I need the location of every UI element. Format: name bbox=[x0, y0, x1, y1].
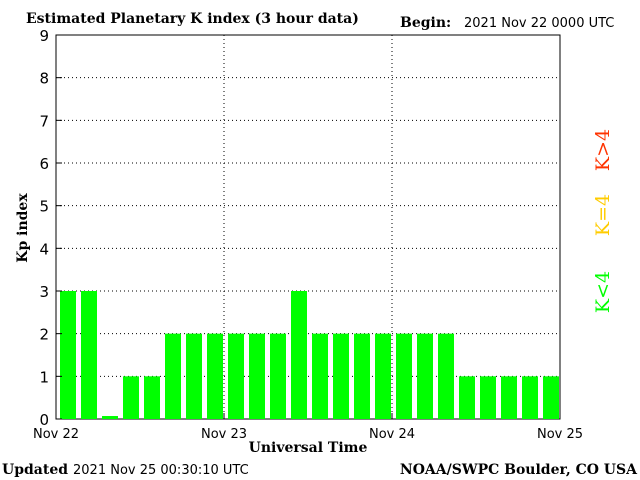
y-tick-label: 7 bbox=[39, 112, 49, 130]
begin-value: 2021 Nov 22 0000 UTC bbox=[464, 16, 614, 31]
y-tick-label: 3 bbox=[39, 283, 49, 301]
x-axis-label: Universal Time bbox=[249, 440, 368, 456]
kp-bar bbox=[207, 333, 223, 419]
y-tick-label: 1 bbox=[39, 368, 49, 386]
x-tick-label: Nov 25 bbox=[537, 427, 583, 442]
updated-label: Updated bbox=[2, 462, 68, 478]
y-tick-label: 2 bbox=[39, 326, 49, 344]
kp-bar bbox=[354, 333, 370, 419]
y-tick-label: 0 bbox=[39, 411, 49, 429]
kp-bar bbox=[438, 333, 454, 419]
x-axis-ticks: Nov 22 Nov 23 Nov 24 Nov 25 bbox=[33, 413, 583, 442]
kp-bar bbox=[123, 376, 139, 419]
y-axis-label: Kp index bbox=[15, 193, 31, 263]
kp-bar bbox=[102, 416, 118, 419]
x-tick-label: Nov 24 bbox=[369, 427, 415, 442]
kp-bar bbox=[144, 376, 160, 419]
plot-frame bbox=[55, 34, 561, 420]
kp-bar bbox=[60, 291, 76, 419]
legend-low: K<4 bbox=[592, 271, 614, 313]
bars bbox=[60, 291, 559, 419]
y-tick-label: 6 bbox=[39, 155, 49, 173]
y-tick-label: 9 bbox=[39, 27, 49, 45]
y-tick-label: 8 bbox=[39, 70, 49, 88]
y-axis-ticks: 0 1 2 3 4 5 6 7 8 9 bbox=[39, 27, 62, 429]
grid-lines bbox=[56, 35, 560, 419]
kp-bar bbox=[270, 333, 286, 419]
updated-value: 2021 Nov 25 00:30:10 UTC bbox=[73, 463, 249, 478]
kp-bar bbox=[312, 333, 328, 419]
kp-bar bbox=[81, 291, 97, 419]
kp-bar bbox=[396, 333, 412, 419]
kp-bar bbox=[522, 376, 538, 419]
kp-bar bbox=[228, 333, 244, 419]
kp-bar bbox=[480, 376, 496, 419]
kp-bar bbox=[375, 333, 391, 419]
kp-bar bbox=[543, 376, 559, 419]
kp-bar bbox=[417, 333, 433, 419]
x-tick-label: Nov 22 bbox=[33, 427, 79, 442]
legend-high: K>4 bbox=[592, 129, 614, 171]
x-tick-label: Nov 23 bbox=[201, 427, 247, 442]
begin-label: Begin: bbox=[400, 15, 451, 31]
kp-bar bbox=[459, 376, 475, 419]
chart-title: Estimated Planetary K index (3 hour data… bbox=[26, 11, 359, 27]
kp-bar bbox=[165, 333, 181, 419]
legend-mid: K=4 bbox=[592, 194, 614, 236]
kp-bar bbox=[291, 291, 307, 419]
kp-bar bbox=[333, 333, 349, 419]
y-tick-label: 4 bbox=[39, 240, 49, 258]
kp-bar bbox=[186, 333, 202, 419]
credit: NOAA/SWPC Boulder, CO USA bbox=[400, 462, 638, 478]
kp-bar bbox=[249, 333, 265, 419]
y-tick-label: 5 bbox=[39, 198, 49, 216]
kp-bar bbox=[501, 376, 517, 419]
